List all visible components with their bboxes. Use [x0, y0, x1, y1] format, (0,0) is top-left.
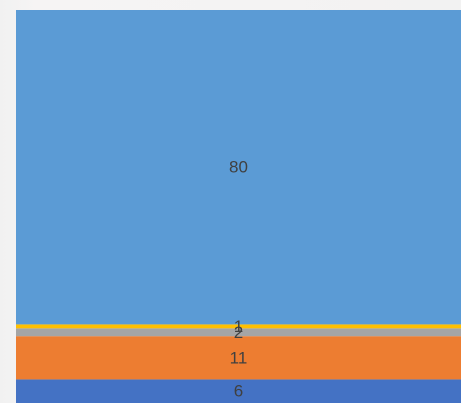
data-label-4: 1 [234, 317, 243, 336]
data-label-1: 6 [234, 382, 243, 401]
bar-segment-2 [16, 336, 461, 380]
bar-segments [16, 10, 461, 403]
bar-segment-5 [16, 10, 461, 325]
bar-segment-3 [16, 328, 461, 337]
bar-segment-1 [16, 379, 461, 403]
data-label-5: 80 [229, 158, 248, 177]
data-label-3: 2 [234, 323, 243, 342]
bar-segment-4 [16, 324, 461, 329]
data-label-2: 11 [230, 348, 248, 367]
data-labels: 6 11 21 80 [229, 158, 248, 401]
